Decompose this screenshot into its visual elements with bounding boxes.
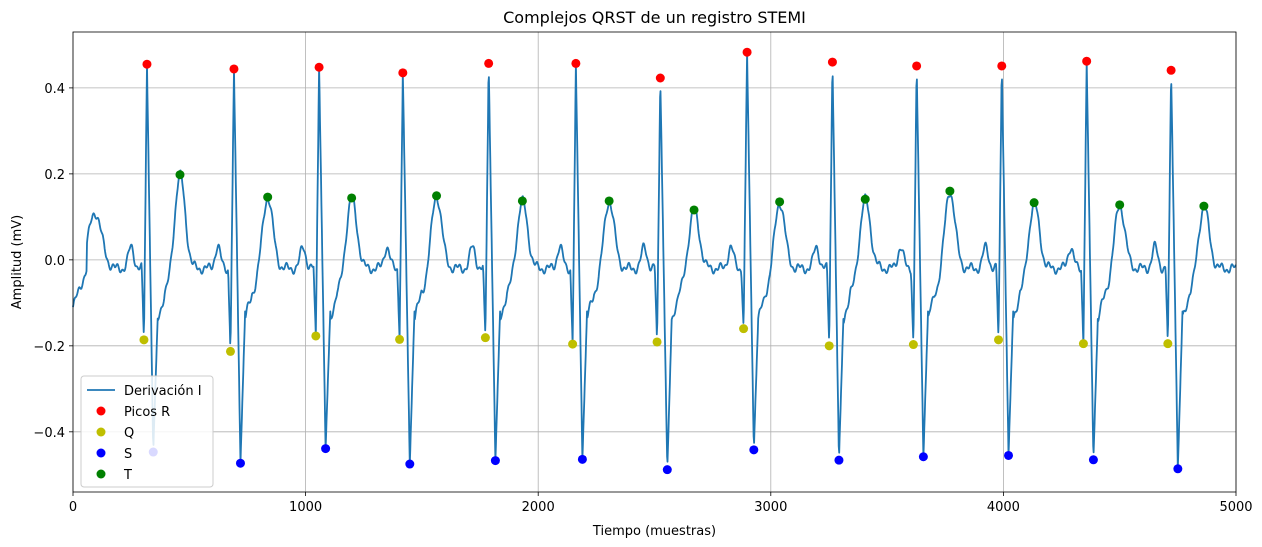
y-tick-label: 0.0 xyxy=(44,254,65,269)
s-point-marker xyxy=(577,454,587,464)
r-peak-marker xyxy=(229,64,239,74)
y-tick-label: −0.4 xyxy=(33,426,65,441)
r-peak-marker xyxy=(1166,65,1176,75)
s-point-marker xyxy=(235,458,245,468)
r-peak-marker xyxy=(997,61,1007,71)
q-point-marker xyxy=(395,334,405,344)
q-point-marker xyxy=(908,340,918,350)
plot-frame xyxy=(72,31,1237,493)
t-wave-marker xyxy=(1029,198,1039,208)
r-peak-marker xyxy=(742,47,752,57)
q-point-marker xyxy=(480,333,490,343)
r-peak-marker xyxy=(655,73,665,83)
y-axis-title: Amplitud (mV) xyxy=(10,215,25,309)
t-wave-marker xyxy=(1199,201,1209,211)
x-axis-title: Tiempo (muestras) xyxy=(592,524,716,539)
legend-marker-swatch xyxy=(96,448,106,458)
r-peak-marker xyxy=(142,59,152,69)
r-peak-marker xyxy=(484,58,494,68)
s-point-marker xyxy=(1173,464,1183,474)
t-wave-marker xyxy=(175,170,185,180)
q-point-marker xyxy=(311,331,321,341)
q-point-marker xyxy=(1078,339,1088,349)
y-tick-label: −0.2 xyxy=(33,340,65,355)
legend-label: T xyxy=(123,468,132,483)
x-tick-label: 0 xyxy=(69,500,77,515)
s-point-marker xyxy=(662,465,672,475)
x-tick-label: 2000 xyxy=(522,500,555,515)
q-point-marker xyxy=(652,337,662,347)
grid xyxy=(72,32,1237,492)
signal-line-layer xyxy=(72,51,1237,470)
s-point-marker xyxy=(405,459,415,469)
legend-marker-swatch xyxy=(96,469,106,479)
r-peak-marker xyxy=(827,57,837,67)
t-wave-marker xyxy=(775,197,785,207)
r-peak-marker xyxy=(912,61,922,71)
r-peak-marker xyxy=(314,62,324,72)
r-peak-marker xyxy=(398,68,408,78)
s-point-marker xyxy=(1088,455,1098,465)
s-point-marker xyxy=(490,456,500,466)
q-point-marker xyxy=(139,335,149,345)
r-peak-marker xyxy=(571,58,581,68)
axes: 0 1000 2000 3000 4000 5000 −0.4 −0.2 0.0 0.2 0.4 xyxy=(33,31,1253,515)
legend-box xyxy=(80,375,214,488)
y-tick-label: 0.2 xyxy=(44,168,65,183)
legend-label: Derivación I xyxy=(124,384,202,399)
legend-label: Picos R xyxy=(124,405,170,420)
s-point-marker xyxy=(321,444,331,454)
t-wave-marker xyxy=(263,192,273,202)
t-wave-marker xyxy=(860,194,870,204)
t-wave-marker xyxy=(604,196,614,206)
t-wave-marker xyxy=(1115,200,1125,210)
x-tick-label: 5000 xyxy=(1219,500,1252,515)
q-point-marker xyxy=(739,324,749,334)
s-point-marker xyxy=(749,445,759,455)
s-point-marker xyxy=(834,455,844,465)
y-tick-label: 0.4 xyxy=(44,82,65,97)
legend-marker-swatch xyxy=(96,406,106,416)
x-tick-label: 3000 xyxy=(754,500,787,515)
legend-marker-swatch xyxy=(96,427,106,437)
q-point-marker xyxy=(994,335,1004,345)
t-wave-marker xyxy=(517,196,527,206)
marker-layer xyxy=(139,47,1209,475)
t-wave-marker xyxy=(432,191,442,201)
x-tick-label: 1000 xyxy=(289,500,322,515)
s-point-marker xyxy=(918,452,928,462)
t-wave-marker xyxy=(347,193,357,203)
t-wave-marker xyxy=(689,205,699,215)
q-point-marker xyxy=(225,346,235,356)
q-point-marker xyxy=(824,341,834,351)
q-point-marker xyxy=(568,339,578,349)
legend-label: Q xyxy=(124,426,134,441)
chart-title: Complejos QRST de un registro STEMI xyxy=(503,8,806,27)
x-tick-label: 4000 xyxy=(987,500,1020,515)
signal-line-derivacion-i xyxy=(72,51,1237,470)
legend-label: S xyxy=(124,447,132,462)
legend: Derivación I Picos R QST xyxy=(80,375,214,488)
t-wave-marker xyxy=(945,186,955,196)
r-peak-marker xyxy=(1082,56,1092,66)
s-point-marker xyxy=(1004,450,1014,460)
q-point-marker xyxy=(1163,339,1173,349)
